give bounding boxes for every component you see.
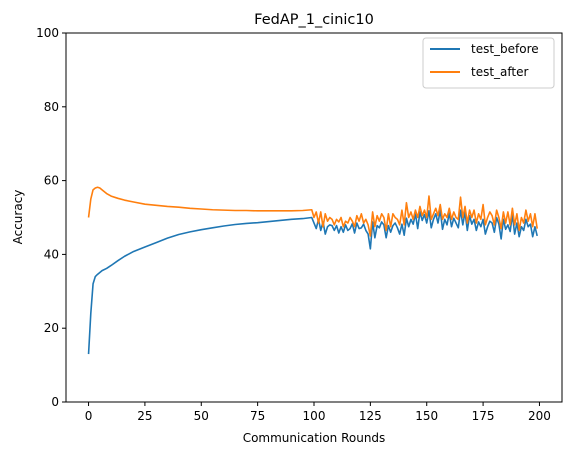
series-line-test-after [87,186,538,237]
x-tick-label: 125 [359,409,382,423]
y-tick-label: 80 [44,100,59,114]
plot-frame [65,32,563,403]
y-tick-label: 100 [36,26,59,40]
x-tick-label: 0 [85,409,93,423]
x-tick-label: 75 [250,409,265,423]
series-line-test-before [87,209,538,355]
legend-label-test-after: test_after [471,65,529,79]
series-layer [87,186,538,355]
chart-title: FedAP_1_cinic10 [254,12,374,28]
x-tick-label: 150 [415,409,438,423]
x-tick-label: 200 [528,409,551,423]
x-tick-label: 100 [303,409,326,423]
y-axis-title: Accuracy [11,190,25,245]
y-tick-label: 40 [44,247,59,261]
x-tick-label: 50 [194,409,209,423]
legend-box [422,37,555,89]
legend-label-test-before: test_before [471,42,539,56]
y-tick-label: 0 [51,395,59,409]
y-tick-label: 60 [44,174,59,188]
x-axis-title: Communication Rounds [243,431,386,445]
y-tick-label: 20 [44,321,59,335]
x-tick-label: 25 [137,409,152,423]
ticks-layer: 0 25 50 75 100 125 150 175 200 0 20 40 60 80 100 [36,26,551,423]
x-tick-label: 175 [472,409,495,423]
legend: test_before test_after [422,37,555,89]
